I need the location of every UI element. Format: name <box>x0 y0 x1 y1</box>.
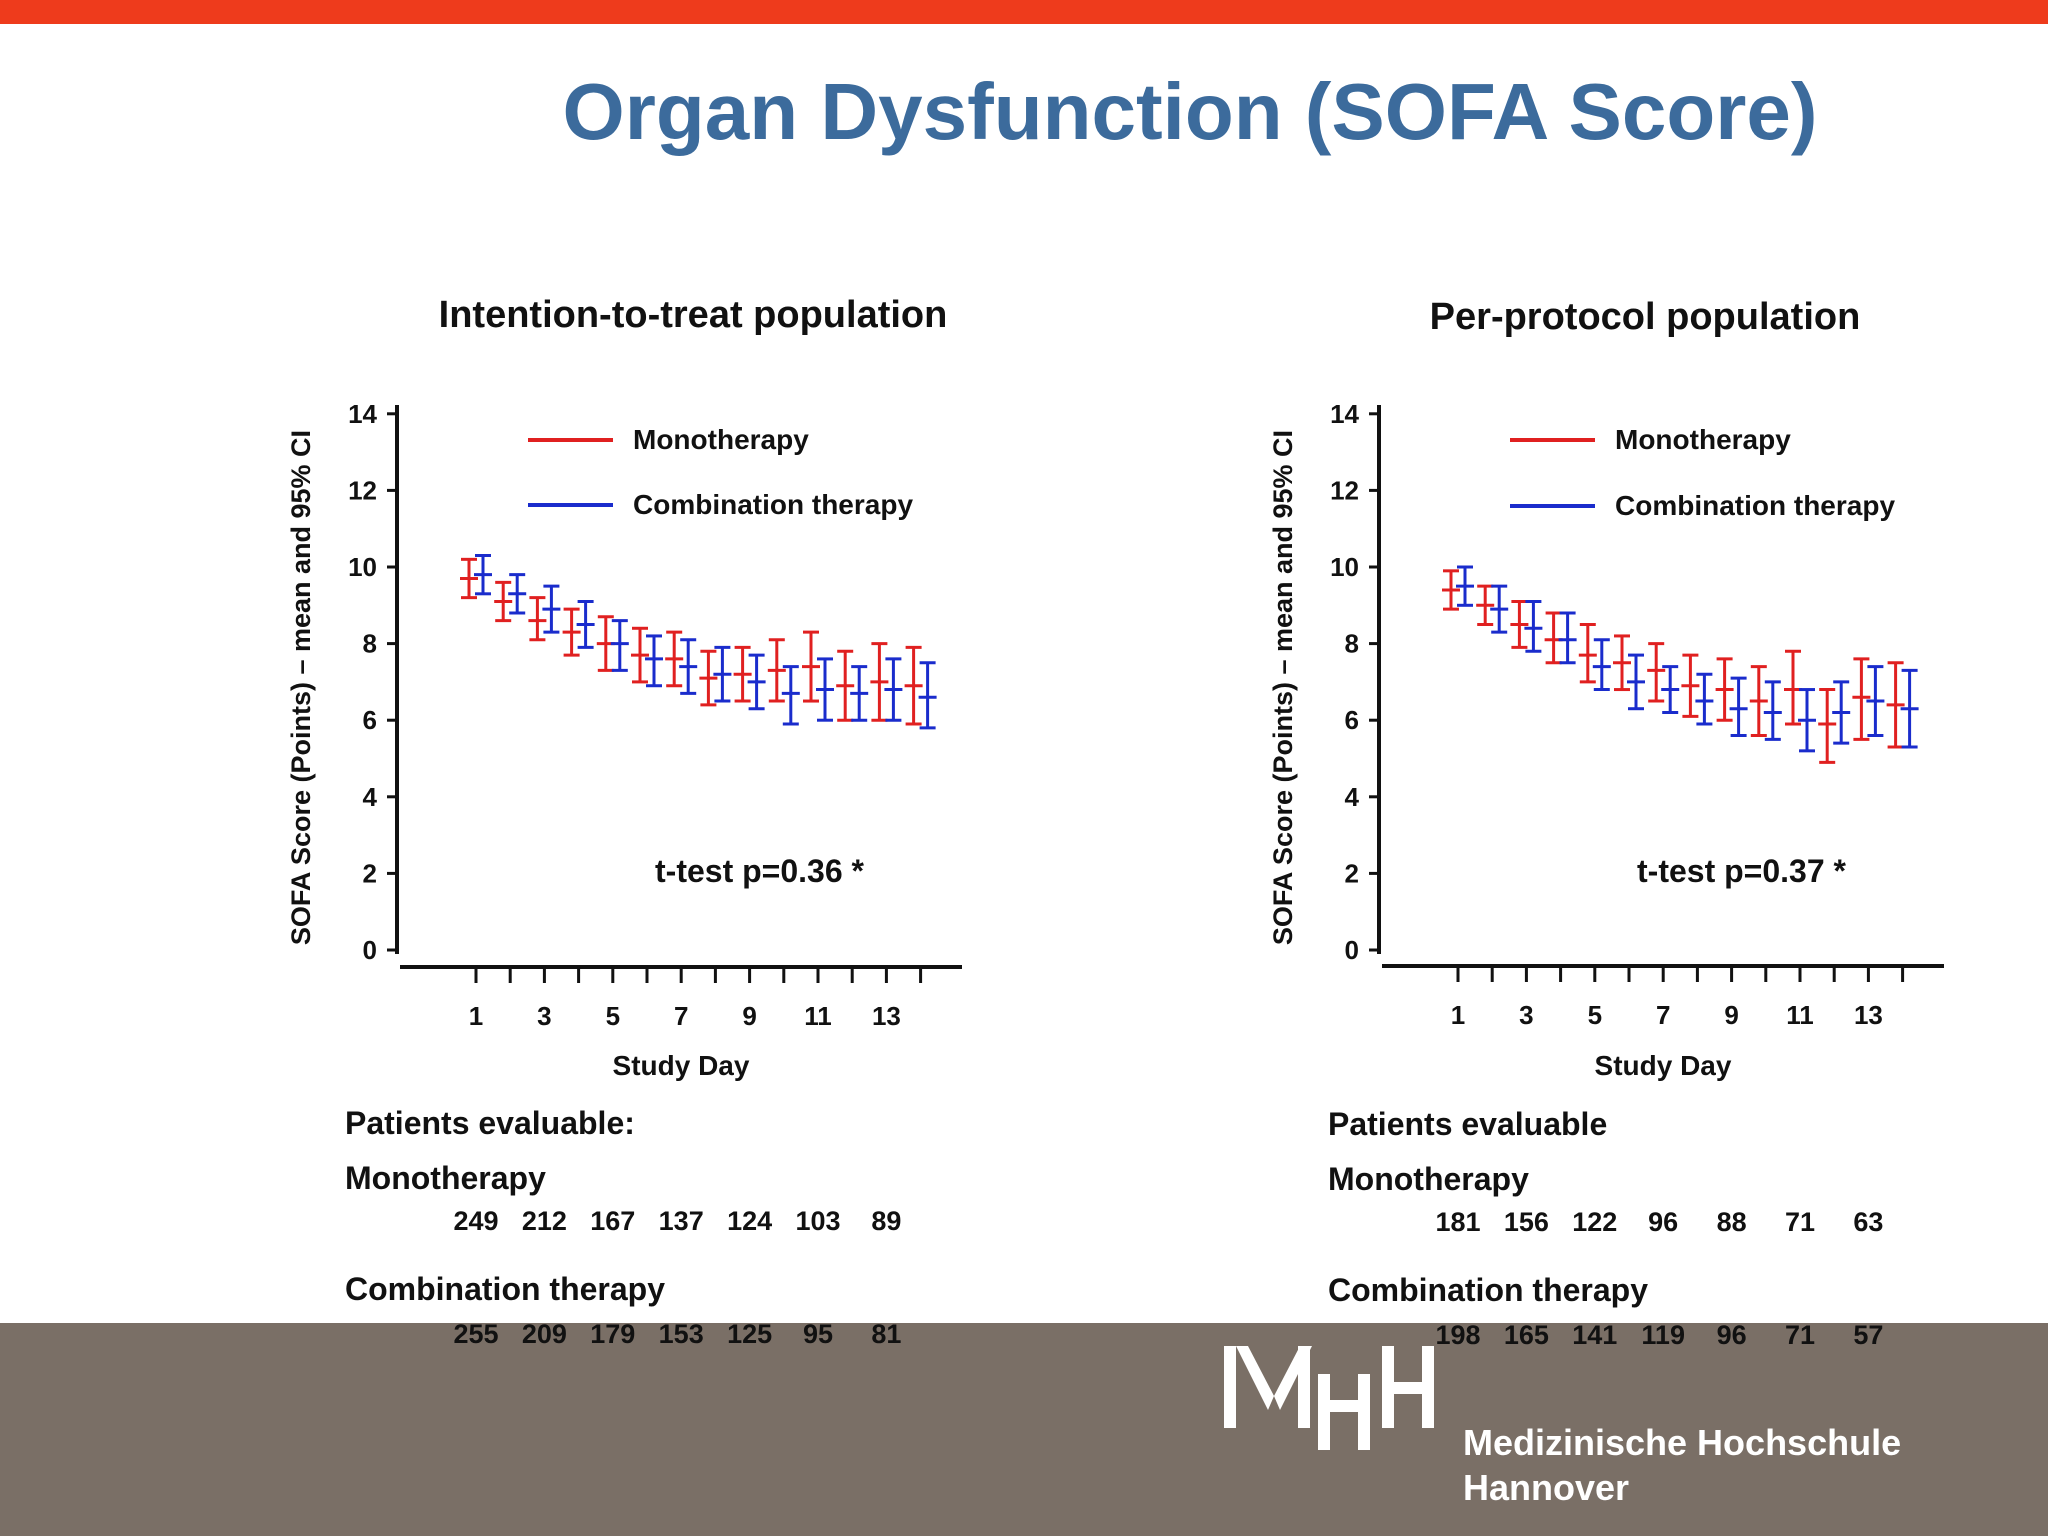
legend-label-0: Monotherapy <box>633 424 809 455</box>
combo-count: 209 <box>521 1319 567 1349</box>
y-tick-label: 14 <box>1330 399 1359 429</box>
y-tick-label: 0 <box>1345 935 1359 965</box>
p-value-annotation: t-test p=0.37 * <box>1637 853 1847 889</box>
y-tick-label: 2 <box>1345 858 1359 888</box>
mono-count: 103 <box>795 1206 841 1236</box>
mono-label-itt: Monotherapy <box>345 1160 546 1196</box>
combo-count: 96 <box>1716 1320 1747 1350</box>
combo-count: 141 <box>1572 1320 1618 1350</box>
y-tick-label: 4 <box>1345 782 1360 812</box>
x-tick-label: 13 <box>872 1001 901 1031</box>
y-tick-label: 0 <box>363 935 377 965</box>
legend-label-1: Combination therapy <box>1615 490 1895 521</box>
mono-count: 181 <box>1435 1207 1481 1237</box>
legend-label-1: Combination therapy <box>633 489 913 520</box>
combo-count: 95 <box>802 1319 834 1349</box>
mono-count: 122 <box>1572 1207 1618 1237</box>
y-tick-label: 6 <box>1345 705 1359 735</box>
mono-count: 71 <box>1784 1207 1816 1237</box>
x-tick-label: 3 <box>1519 1000 1533 1030</box>
x-tick-label: 7 <box>674 1001 688 1031</box>
x-tick-label: 1 <box>1451 1000 1465 1030</box>
chart-title-pp: Per-protocol population <box>1429 296 1861 338</box>
mono-count: 212 <box>521 1206 567 1236</box>
y-tick-label: 2 <box>363 858 377 888</box>
combo-count: 71 <box>1784 1320 1816 1350</box>
combo-count: 255 <box>453 1319 499 1349</box>
x-axis-label: Study Day <box>1595 1050 1732 1081</box>
logo-name-line1: Medizinische Hochschule <box>1463 1422 1902 1463</box>
mono-count: 63 <box>1853 1207 1884 1237</box>
x-tick-label: 5 <box>1588 1000 1602 1030</box>
mono-count: 96 <box>1648 1207 1679 1237</box>
y-tick-label: 4 <box>363 782 378 812</box>
y-tick-label: 12 <box>1330 475 1359 505</box>
mono-count: 249 <box>453 1206 499 1236</box>
patients-evaluable-heading-pp: Patients evaluable <box>1328 1106 1608 1142</box>
series-0 <box>1442 569 1905 764</box>
mono-count: 137 <box>658 1206 704 1236</box>
mono-count: 88 <box>1716 1207 1747 1237</box>
y-axis-label: SOFA Score (Points) – mean and 95% CI <box>1268 430 1298 945</box>
y-tick-label: 14 <box>348 399 377 429</box>
y-axis-label: SOFA Score (Points) – mean and 95% CI <box>286 430 316 945</box>
x-tick-label: 11 <box>1786 1000 1814 1030</box>
mono-count: 124 <box>727 1206 773 1236</box>
combo-count: 81 <box>871 1319 902 1349</box>
x-tick-label: 9 <box>742 1001 756 1031</box>
combo-count: 198 <box>1435 1320 1481 1350</box>
combo-count: 57 <box>1853 1320 1884 1350</box>
p-value-annotation: t-test p=0.36 * <box>655 853 865 889</box>
series-1 <box>1456 565 1919 753</box>
legend-label-0: Monotherapy <box>1615 424 1791 455</box>
footer-bar <box>0 1323 2048 1536</box>
x-axis-label: Study Day <box>613 1050 750 1081</box>
y-tick-label: 12 <box>348 475 377 505</box>
combo-count: 153 <box>658 1319 704 1349</box>
x-tick-label: 9 <box>1724 1000 1738 1030</box>
x-tick-label: 1 <box>469 1001 483 1031</box>
mono-count: 156 <box>1503 1207 1549 1237</box>
accent-bar <box>0 0 2048 24</box>
combo-count: 119 <box>1641 1320 1685 1350</box>
y-tick-label: 10 <box>1330 552 1359 582</box>
slide-title: Organ Dysfunction (SOFA Score) <box>562 67 1818 156</box>
x-tick-label: 13 <box>1854 1000 1883 1030</box>
mhh-logo-icon <box>1224 1346 1434 1450</box>
combo-count: 125 <box>727 1319 773 1349</box>
chart-title-itt: Intention-to-treat population <box>438 294 948 336</box>
patients-evaluable-heading-itt: Patients evaluable: <box>345 1105 635 1141</box>
combo-label-itt: Combination therapy <box>345 1271 666 1307</box>
y-tick-label: 10 <box>348 552 377 582</box>
x-tick-label: 3 <box>537 1001 551 1031</box>
logo-name-line2: Hannover <box>1463 1467 1630 1508</box>
x-tick-label: 11 <box>804 1001 832 1031</box>
combo-count: 165 <box>1503 1320 1549 1350</box>
y-tick-label: 8 <box>363 629 377 659</box>
mono-count: 167 <box>590 1206 636 1236</box>
mono-count: 89 <box>871 1206 902 1236</box>
y-tick-label: 8 <box>1345 629 1359 659</box>
series-1 <box>474 554 937 730</box>
x-tick-label: 5 <box>606 1001 620 1031</box>
combo-label-pp: Combination therapy <box>1328 1272 1649 1308</box>
series-0 <box>460 557 923 726</box>
mono-label-pp: Monotherapy <box>1328 1161 1529 1197</box>
combo-count: 179 <box>590 1319 636 1349</box>
y-tick-label: 6 <box>363 705 377 735</box>
x-tick-label: 7 <box>1656 1000 1670 1030</box>
